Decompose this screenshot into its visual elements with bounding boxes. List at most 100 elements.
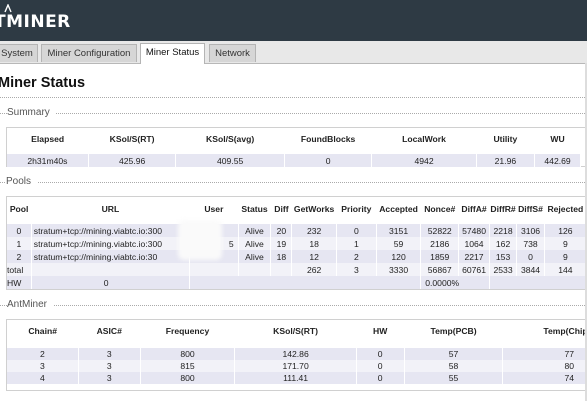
antminer-section-label: AntMiner [7,299,54,310]
logo-mark-icon [4,4,12,13]
pool-status: Alive [238,224,272,237]
pools-header: Accepted [379,203,418,214]
antminer-header: Chain# [28,326,57,336]
chain-ksol: 111.41 [234,372,357,384]
summary-table: Elapsed KSol/S(RT) KSol/S(avg) FoundBloc… [7,132,581,167]
pool-getworks: 18 [291,237,337,250]
title-divider [0,97,587,98]
summary-row: 2h31m40s 425.96 409.55 0 4942 21.96 442.… [7,154,581,167]
antminer-header: Frequency [165,326,210,336]
pools-header: GetWorks [293,203,335,214]
antminer-header: Temp(Chip) [543,326,587,336]
pool-url: stratum+tcp://mining.viabtc.io:30 [31,250,191,263]
pool-diffa: 60761 [458,263,490,276]
pool-status [238,263,272,276]
summary-header: LocalWork [402,134,446,144]
chain-hw: 0 [356,372,405,384]
antminer-header: HW [373,326,388,336]
chain-asic: 3 [78,348,141,360]
chain-hw: 0 [356,360,405,372]
pool-user [189,263,239,276]
tab-miner-configuration[interactable]: Miner Configuration [41,44,137,62]
summary-panel: Elapsed KSol/S(RT) KSol/S(avg) FoundBloc… [6,127,587,167]
summary-header: KSol/S(avg) [206,134,255,144]
pool-nonce: 56867 [420,263,460,276]
pool-diffr: 2533 [489,263,518,276]
antminer-header: ASIC# [96,326,122,336]
tab-network[interactable]: Network [209,44,256,62]
chain-temp-chip: 77 [502,348,587,360]
pool-index: 0 [7,224,32,237]
page-title: Miner Status [0,75,86,91]
summary-wu: 442.69 [534,154,581,167]
pools-header: DiffA# [461,203,487,214]
chain-frequency: 800 [140,372,236,384]
pool-diffs: 3844 [516,263,545,276]
tab-bar: System Miner Configuration Miner Status … [0,41,587,64]
pool-priority: 3 [336,263,377,276]
pools-panel: Pool URL User Status Diff GetWorks Prior… [6,196,587,290]
summary-header: WU [550,134,565,144]
chain-asic: 3 [78,372,141,384]
tab-system[interactable]: System [0,44,38,62]
hw-percent: 0.0000% [420,276,490,289]
summary-found-blocks: 0 [284,154,373,167]
pool-diff: 19 [270,237,293,250]
summary-divider [0,113,587,114]
chain-temp-chip: 74 [502,372,587,384]
chain-number: 3 [7,360,79,372]
pools-header: Pool [9,203,29,214]
chain-temp-chip: 80 [502,360,587,372]
antminer-header-row: Chain# ASIC# Frequency KSol/S(RT) HW Tem… [7,324,587,338]
pools-table: Pool URL User Status Diff GetWorks Prior… [7,200,587,289]
antminer-header: KSol/S(RT) [273,326,319,336]
pools-header: DiffS# [518,203,543,214]
summary-utility: 21.96 [476,154,536,167]
pools-header: Status [241,203,268,214]
pools-header: URL [101,203,120,214]
pool-url [31,263,191,276]
pools-header: Nonce# [424,203,456,214]
pool-priority: 1 [336,237,377,250]
tab-miner-status[interactable]: Miner Status [140,43,205,64]
pools-header: Diff [274,203,289,214]
summary-header: Utility [493,134,518,144]
chain-ksol: 171.70 [234,360,357,372]
pool-rejected: 9 [544,250,587,263]
redaction-blur [178,220,222,260]
pool-accepted: 120 [376,250,422,263]
pools-header: Priority [341,203,372,214]
pool-nonce: 1859 [420,250,460,263]
pool-diff [270,263,293,276]
pool-diffr: 2218 [489,224,518,237]
pool-row: 1 stratum+tcp://mining.viabtc.io:300 5 A… [7,237,587,250]
pool-rejected: 144 [544,263,587,276]
pool-status: Alive [238,250,272,263]
antminer-header: Temp(PCB) [430,326,477,336]
pool-row: 2 stratum+tcp://mining.viabtc.io:30 Aliv… [7,250,587,263]
antminer-divider [0,305,587,306]
chain-row: 4 3 800 111.41 0 55 74 [7,372,587,384]
chain-row: 3 3 815 171.70 0 58 80 [7,360,587,372]
antminer-table: Chain# ASIC# Frequency KSol/S(RT) HW Tem… [7,324,587,384]
pool-diffs: 738 [516,237,545,250]
page-scrollbar[interactable] [585,63,587,401]
top-bar: TMINER [0,0,587,41]
chain-number: 4 [7,372,79,384]
pool-getworks: 262 [291,263,337,276]
pool-diffr: 153 [489,250,518,263]
chain-temp-pcb: 57 [404,348,504,360]
pool-rejected: 9 [544,237,587,250]
chain-number: 2 [7,348,79,360]
pool-url: stratum+tcp://mining.viabtc.io:300 [31,224,191,237]
pool-getworks: 12 [291,250,337,263]
pool-index: 1 [7,237,32,250]
summary-section-label: Summary [7,107,56,118]
pool-nonce: 2186 [420,237,460,250]
pool-diffr: 162 [489,237,518,250]
summary-header: FoundBlocks [300,134,356,144]
pool-getworks: 232 [291,224,337,237]
pool-index: 2 [7,250,32,263]
pool-row: 0 stratum+tcp://mining.viabtc.io:300 Ali… [7,224,587,237]
pool-accepted: 3151 [376,224,422,237]
